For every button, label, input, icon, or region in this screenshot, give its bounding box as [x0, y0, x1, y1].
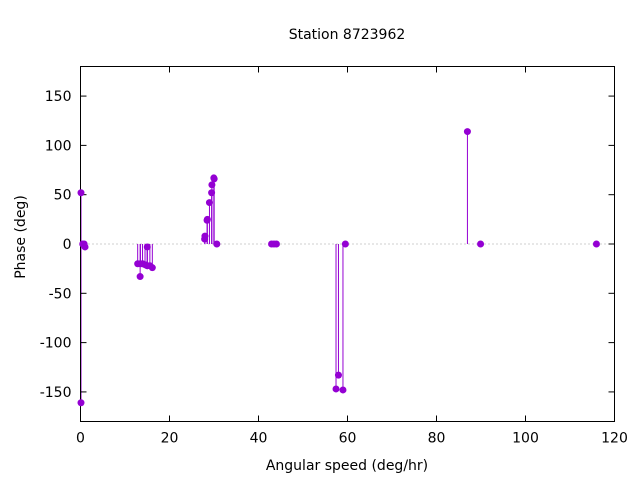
data-point: [136, 273, 144, 281]
y-axis: -150 -100 -50 0 50 100 150: [40, 89, 615, 401]
y-tick-label: -100: [40, 336, 72, 352]
x-tick-label: 0: [76, 431, 85, 447]
point-layer: [77, 128, 600, 407]
y-axis-label: Phase (deg): [13, 195, 29, 279]
x-tick-label: 80: [428, 431, 446, 447]
y-tick-label: 100: [45, 138, 72, 154]
data-point: [77, 189, 85, 197]
data-point: [592, 240, 600, 248]
data-point: [334, 371, 342, 379]
data-point: [143, 243, 151, 251]
data-point: [341, 240, 349, 248]
data-point: [210, 175, 218, 183]
chart-title: Station 8723962: [289, 27, 406, 43]
data-point: [148, 264, 156, 272]
data-point: [201, 232, 209, 240]
x-tick-label: 60: [339, 431, 357, 447]
x-axis-label: Angular speed (deg/hr): [266, 458, 428, 474]
y-tick-label: -50: [49, 286, 72, 302]
data-point: [477, 240, 485, 248]
x-tick-label: 20: [161, 431, 179, 447]
x-tick-label: 100: [512, 431, 539, 447]
data-point: [272, 240, 280, 248]
data-point: [213, 240, 221, 248]
data-point: [208, 181, 216, 189]
data-point: [339, 386, 347, 394]
x-tick-label: 40: [250, 431, 268, 447]
y-tick-label: 50: [54, 188, 72, 204]
data-point: [463, 128, 471, 136]
impulse-layer: [80, 131, 468, 403]
data-point: [208, 189, 216, 197]
data-point: [77, 399, 85, 407]
y-tick-label: -150: [40, 385, 72, 401]
y-tick-label: 0: [63, 237, 72, 253]
x-tick-label: 120: [601, 431, 628, 447]
data-point: [332, 385, 340, 393]
data-point: [205, 199, 213, 207]
x-axis: 0 20 40 60 80 100 120: [76, 66, 628, 447]
y-tick-label: 150: [45, 89, 72, 105]
data-point: [203, 215, 211, 223]
data-point: [81, 243, 89, 251]
